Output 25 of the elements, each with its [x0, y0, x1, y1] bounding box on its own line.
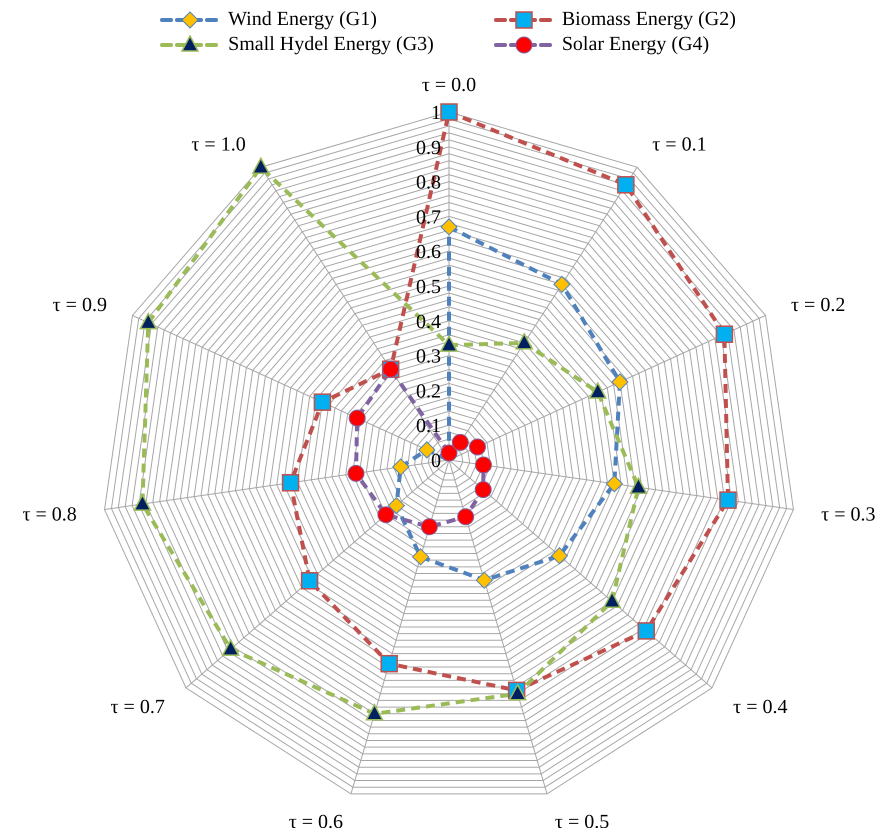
spoke-label: τ = 0.0	[422, 74, 476, 96]
legend-label: Wind Energy (G1)	[228, 8, 377, 31]
spoke-label: τ = 0.9	[52, 294, 107, 316]
y-tick-label: 0.4	[416, 310, 441, 333]
spoke-label: τ = 0.1	[652, 134, 707, 156]
legend-label: Biomass Energy (G2)	[562, 8, 736, 31]
spoke-label: τ = 0.6	[288, 810, 344, 833]
y-tick-label: 0.5	[416, 276, 441, 298]
legend-label: Solar Energy (G4)	[562, 33, 710, 56]
legend-label: Small Hydel Energy (G3)	[228, 33, 434, 56]
spoke-label: τ = 0.3	[821, 504, 876, 526]
y-tick-label: 0.8	[416, 172, 441, 194]
spoke-label: τ = 0.8	[22, 504, 77, 526]
y-tick-label: 0.9	[416, 136, 441, 159]
spoke-label: τ = 0.5	[554, 810, 610, 833]
y-tick-label: 0	[431, 450, 441, 472]
spoke-label: τ = 0.4	[733, 696, 788, 718]
y-tick-label: 0.3	[416, 346, 441, 368]
y-tick-label: 1	[431, 102, 441, 124]
spoke-label: τ = 0.2	[791, 294, 846, 316]
spoke-label: τ = 0.7	[110, 696, 165, 718]
y-tick-label: 0.2	[416, 380, 441, 402]
spoke-label: τ = 1.0	[191, 134, 246, 156]
y-tick-label: 0.1	[416, 415, 441, 438]
y-tick-label: 0.7	[416, 206, 441, 228]
